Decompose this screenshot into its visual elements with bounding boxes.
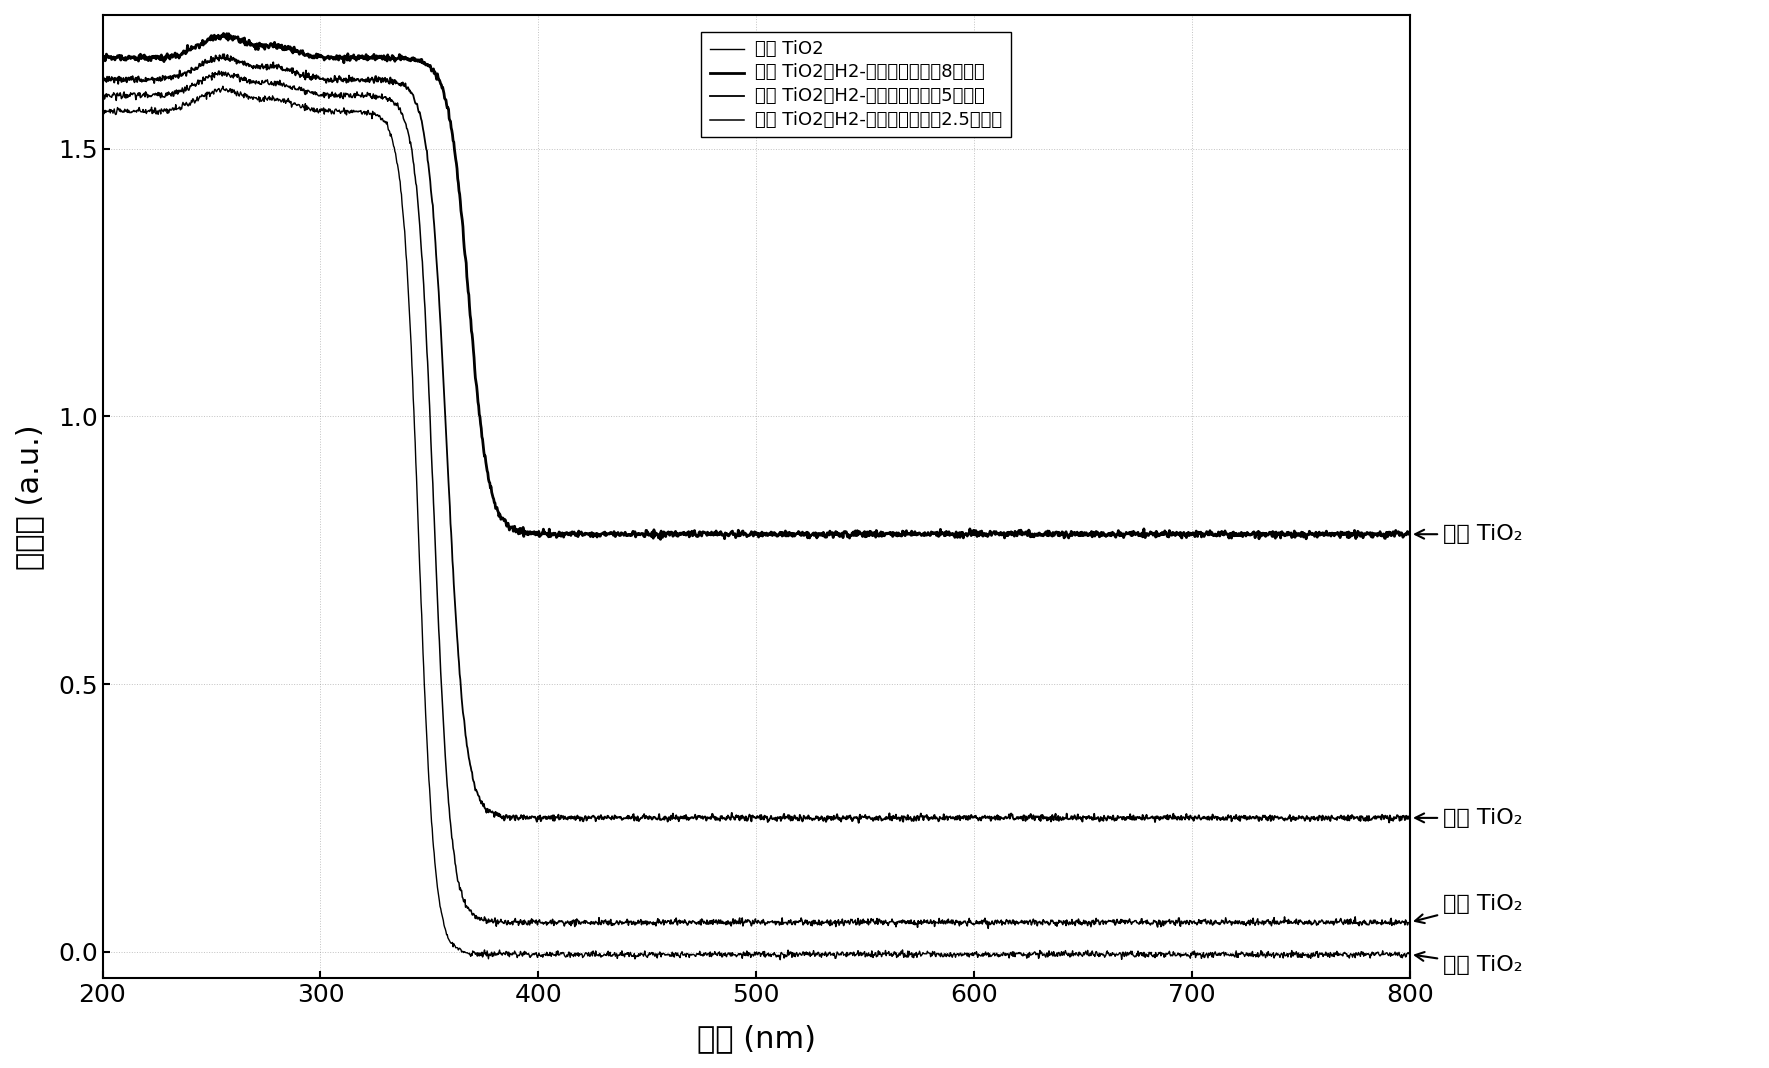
Legend: 白色 TiO2, 黑色 TiO2（H2-等离子体，保扐8小时）, 灰色 TiO2（H2-等离子体，保扐5小时）, 黄色 TiO2（H2-等离子体，保扐2.5小时: 白色 TiO2, 黑色 TiO2（H2-等离子体，保扐8小时）, 灰色 TiO2… [701, 32, 1010, 137]
Text: 灰色 TiO₂: 灰色 TiO₂ [1415, 807, 1523, 828]
Text: 黑色 TiO₂: 黑色 TiO₂ [1415, 524, 1523, 545]
Text: 白色 TiO₂: 白色 TiO₂ [1415, 952, 1523, 975]
X-axis label: 波长 (nm): 波长 (nm) [697, 1024, 816, 1053]
Text: 黄色 TiO₂: 黄色 TiO₂ [1415, 894, 1523, 923]
Y-axis label: 吸光度 (a.u.): 吸光度 (a.u.) [14, 424, 44, 569]
